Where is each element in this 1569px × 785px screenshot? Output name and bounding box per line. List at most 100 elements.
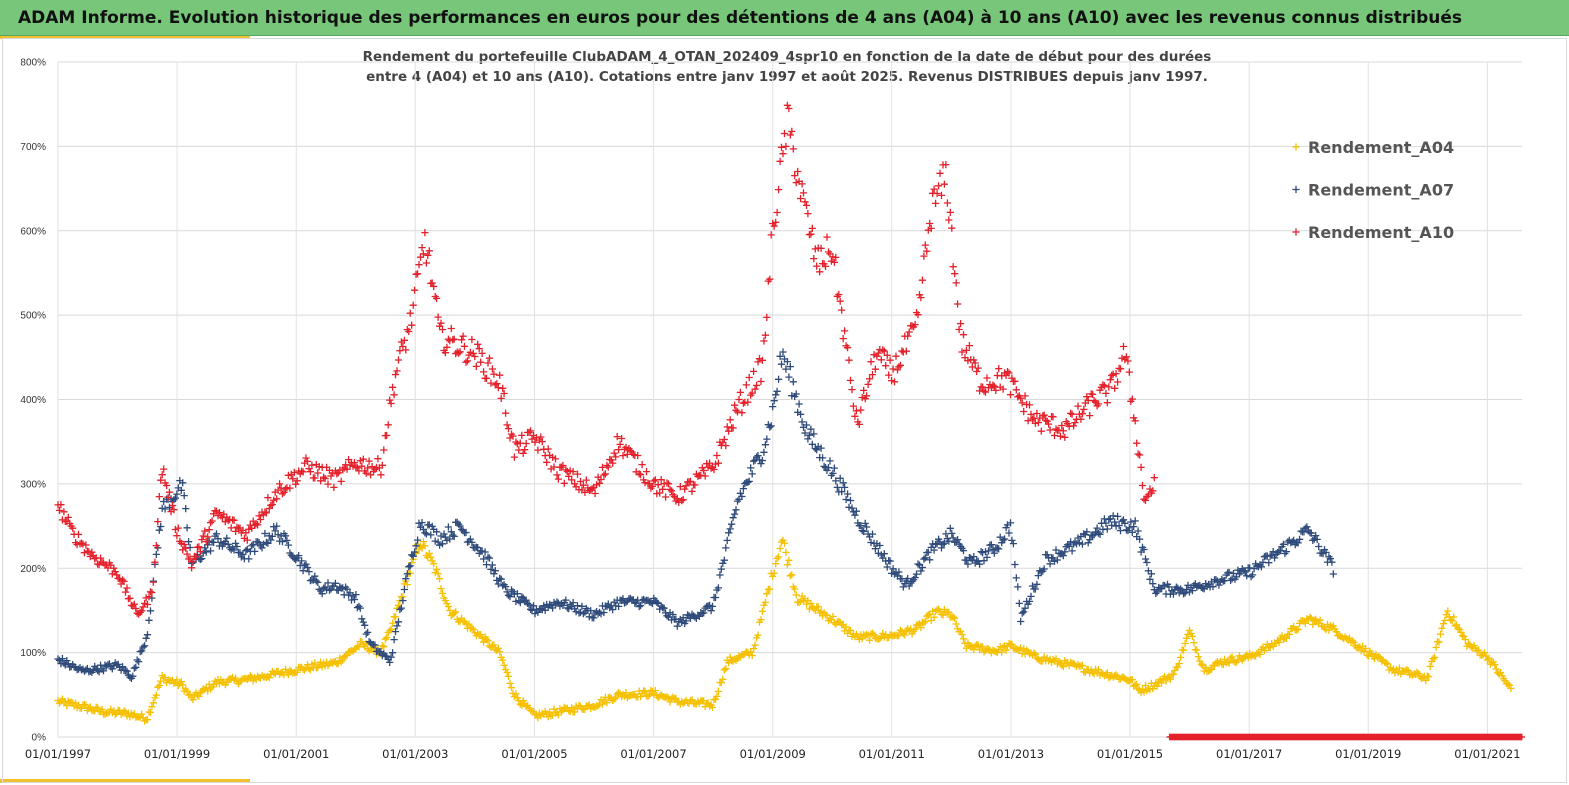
data-point [444, 523, 452, 531]
data-point [154, 683, 162, 691]
data-point [612, 453, 620, 461]
data-point [490, 370, 498, 378]
data-point [921, 241, 929, 249]
data-point [456, 348, 464, 356]
data-point [776, 157, 784, 165]
data-point [1141, 555, 1150, 563]
data-point [447, 528, 455, 536]
data-point [1475, 646, 1483, 654]
data-point [846, 496, 855, 505]
data-point [174, 524, 182, 532]
data-point [1114, 378, 1122, 386]
data-point [714, 459, 722, 467]
data-point [251, 547, 259, 555]
data-point [1068, 410, 1076, 418]
data-point [733, 497, 742, 505]
data-point [356, 604, 364, 612]
data-point [957, 320, 965, 328]
data-point [145, 593, 153, 601]
data-point [568, 704, 576, 712]
data-point [1505, 681, 1513, 689]
data-point [261, 529, 269, 538]
data-point [383, 431, 391, 440]
data-point [1249, 571, 1257, 579]
data-point [886, 356, 894, 364]
data-point [626, 447, 634, 455]
data-point [1169, 590, 1177, 598]
data-point [1348, 637, 1356, 645]
data-point [416, 543, 425, 551]
data-point [785, 556, 793, 564]
data-point [832, 477, 840, 485]
data-point [1124, 357, 1132, 365]
data-point [497, 575, 505, 583]
data-point [180, 492, 188, 500]
data-point [434, 313, 442, 321]
chart-title-line-2: entre 4 (A04) et 10 ans (A10). Cotations… [366, 69, 1208, 85]
data-point [604, 463, 612, 471]
data-point [1114, 512, 1122, 520]
data-point [587, 607, 595, 615]
data-point [782, 548, 790, 556]
data-point [767, 231, 775, 239]
data-point [813, 262, 821, 270]
data-point [863, 392, 871, 400]
data-point [482, 635, 491, 644]
data-point [440, 530, 448, 538]
data-point [1077, 415, 1085, 423]
data-point [425, 247, 433, 255]
data-point [148, 588, 156, 597]
data-point [255, 538, 263, 547]
data-point [595, 479, 604, 487]
data-point [720, 435, 728, 444]
data-point [506, 679, 514, 687]
data-point [371, 641, 379, 649]
data-point [767, 422, 775, 430]
data-point [751, 385, 759, 393]
data-point [232, 539, 240, 547]
data-point [1328, 558, 1336, 566]
data-point [889, 365, 897, 373]
data-point [1224, 658, 1232, 666]
data-point [562, 466, 570, 474]
data-point [1491, 661, 1499, 669]
data-point [330, 483, 338, 491]
data-point [119, 576, 127, 584]
data-point [1130, 523, 1138, 531]
data-point [681, 485, 689, 493]
data-point [904, 332, 912, 340]
data-point [673, 494, 681, 503]
data-point [281, 485, 290, 493]
data-point [870, 631, 878, 639]
data-point [98, 705, 106, 713]
data-point [198, 536, 206, 544]
data-point [1172, 583, 1180, 591]
data-point [1059, 427, 1067, 435]
data-point [450, 335, 458, 343]
data-point [760, 337, 768, 345]
data-point [158, 471, 166, 479]
data-point [637, 601, 645, 610]
data-point [868, 371, 877, 379]
data-point [990, 382, 998, 390]
data-point [422, 530, 430, 538]
data-point [918, 563, 926, 572]
data-point [726, 653, 734, 661]
data-point [667, 487, 676, 495]
data-point [736, 388, 744, 396]
data-point [1256, 650, 1264, 658]
data-point [493, 380, 501, 388]
data-point [1059, 552, 1067, 560]
accent-bar-top [0, 36, 250, 39]
data-point [930, 613, 938, 621]
data-point [359, 618, 367, 626]
data-point [387, 625, 395, 633]
data-point [480, 555, 488, 563]
data-point [1046, 560, 1054, 568]
data-point [418, 244, 426, 252]
data-point [468, 624, 476, 632]
data-point [469, 349, 477, 357]
data-point [823, 611, 831, 619]
data-point [242, 547, 250, 555]
